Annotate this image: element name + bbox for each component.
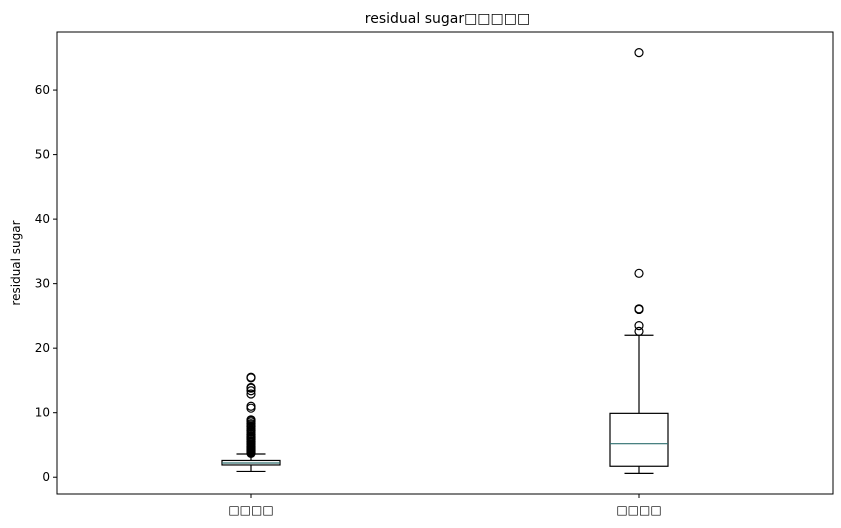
y-tick-label: 50: [35, 148, 50, 162]
outlier-point: [246, 389, 256, 399]
y-tick-label: 20: [35, 341, 50, 355]
y-tick-label: 0: [42, 470, 50, 484]
outlier-point: [246, 401, 256, 411]
box-group: [609, 48, 669, 474]
outlier-point: [634, 326, 644, 336]
x-tick-label: □□□□: [616, 503, 661, 517]
y-axis-label: residual sugar: [9, 220, 23, 305]
outlier-point: [246, 372, 256, 382]
outlier-point: [246, 415, 256, 425]
box-group: [221, 372, 281, 473]
x-axis: □□□□ □□□□: [228, 494, 662, 517]
box: [609, 412, 669, 467]
box-plots: [221, 48, 669, 474]
outlier-point: [246, 386, 256, 396]
y-axis: 0 10 20 30 40 50 60: [35, 83, 57, 484]
y-tick-label: 60: [35, 83, 50, 97]
outlier-point: [634, 48, 644, 58]
y-tick-label: 30: [35, 277, 50, 291]
outlier-point: [634, 304, 644, 314]
plot-area: [56, 31, 834, 495]
outlier-point: [634, 268, 644, 278]
y-tick-label: 40: [35, 212, 50, 226]
chart-title: residual sugar□□□□□: [365, 11, 530, 27]
y-tick-label: 10: [35, 406, 50, 420]
outlier-point: [246, 382, 256, 393]
x-tick-label: □□□□: [228, 503, 273, 517]
outlier-point: [634, 320, 644, 331]
